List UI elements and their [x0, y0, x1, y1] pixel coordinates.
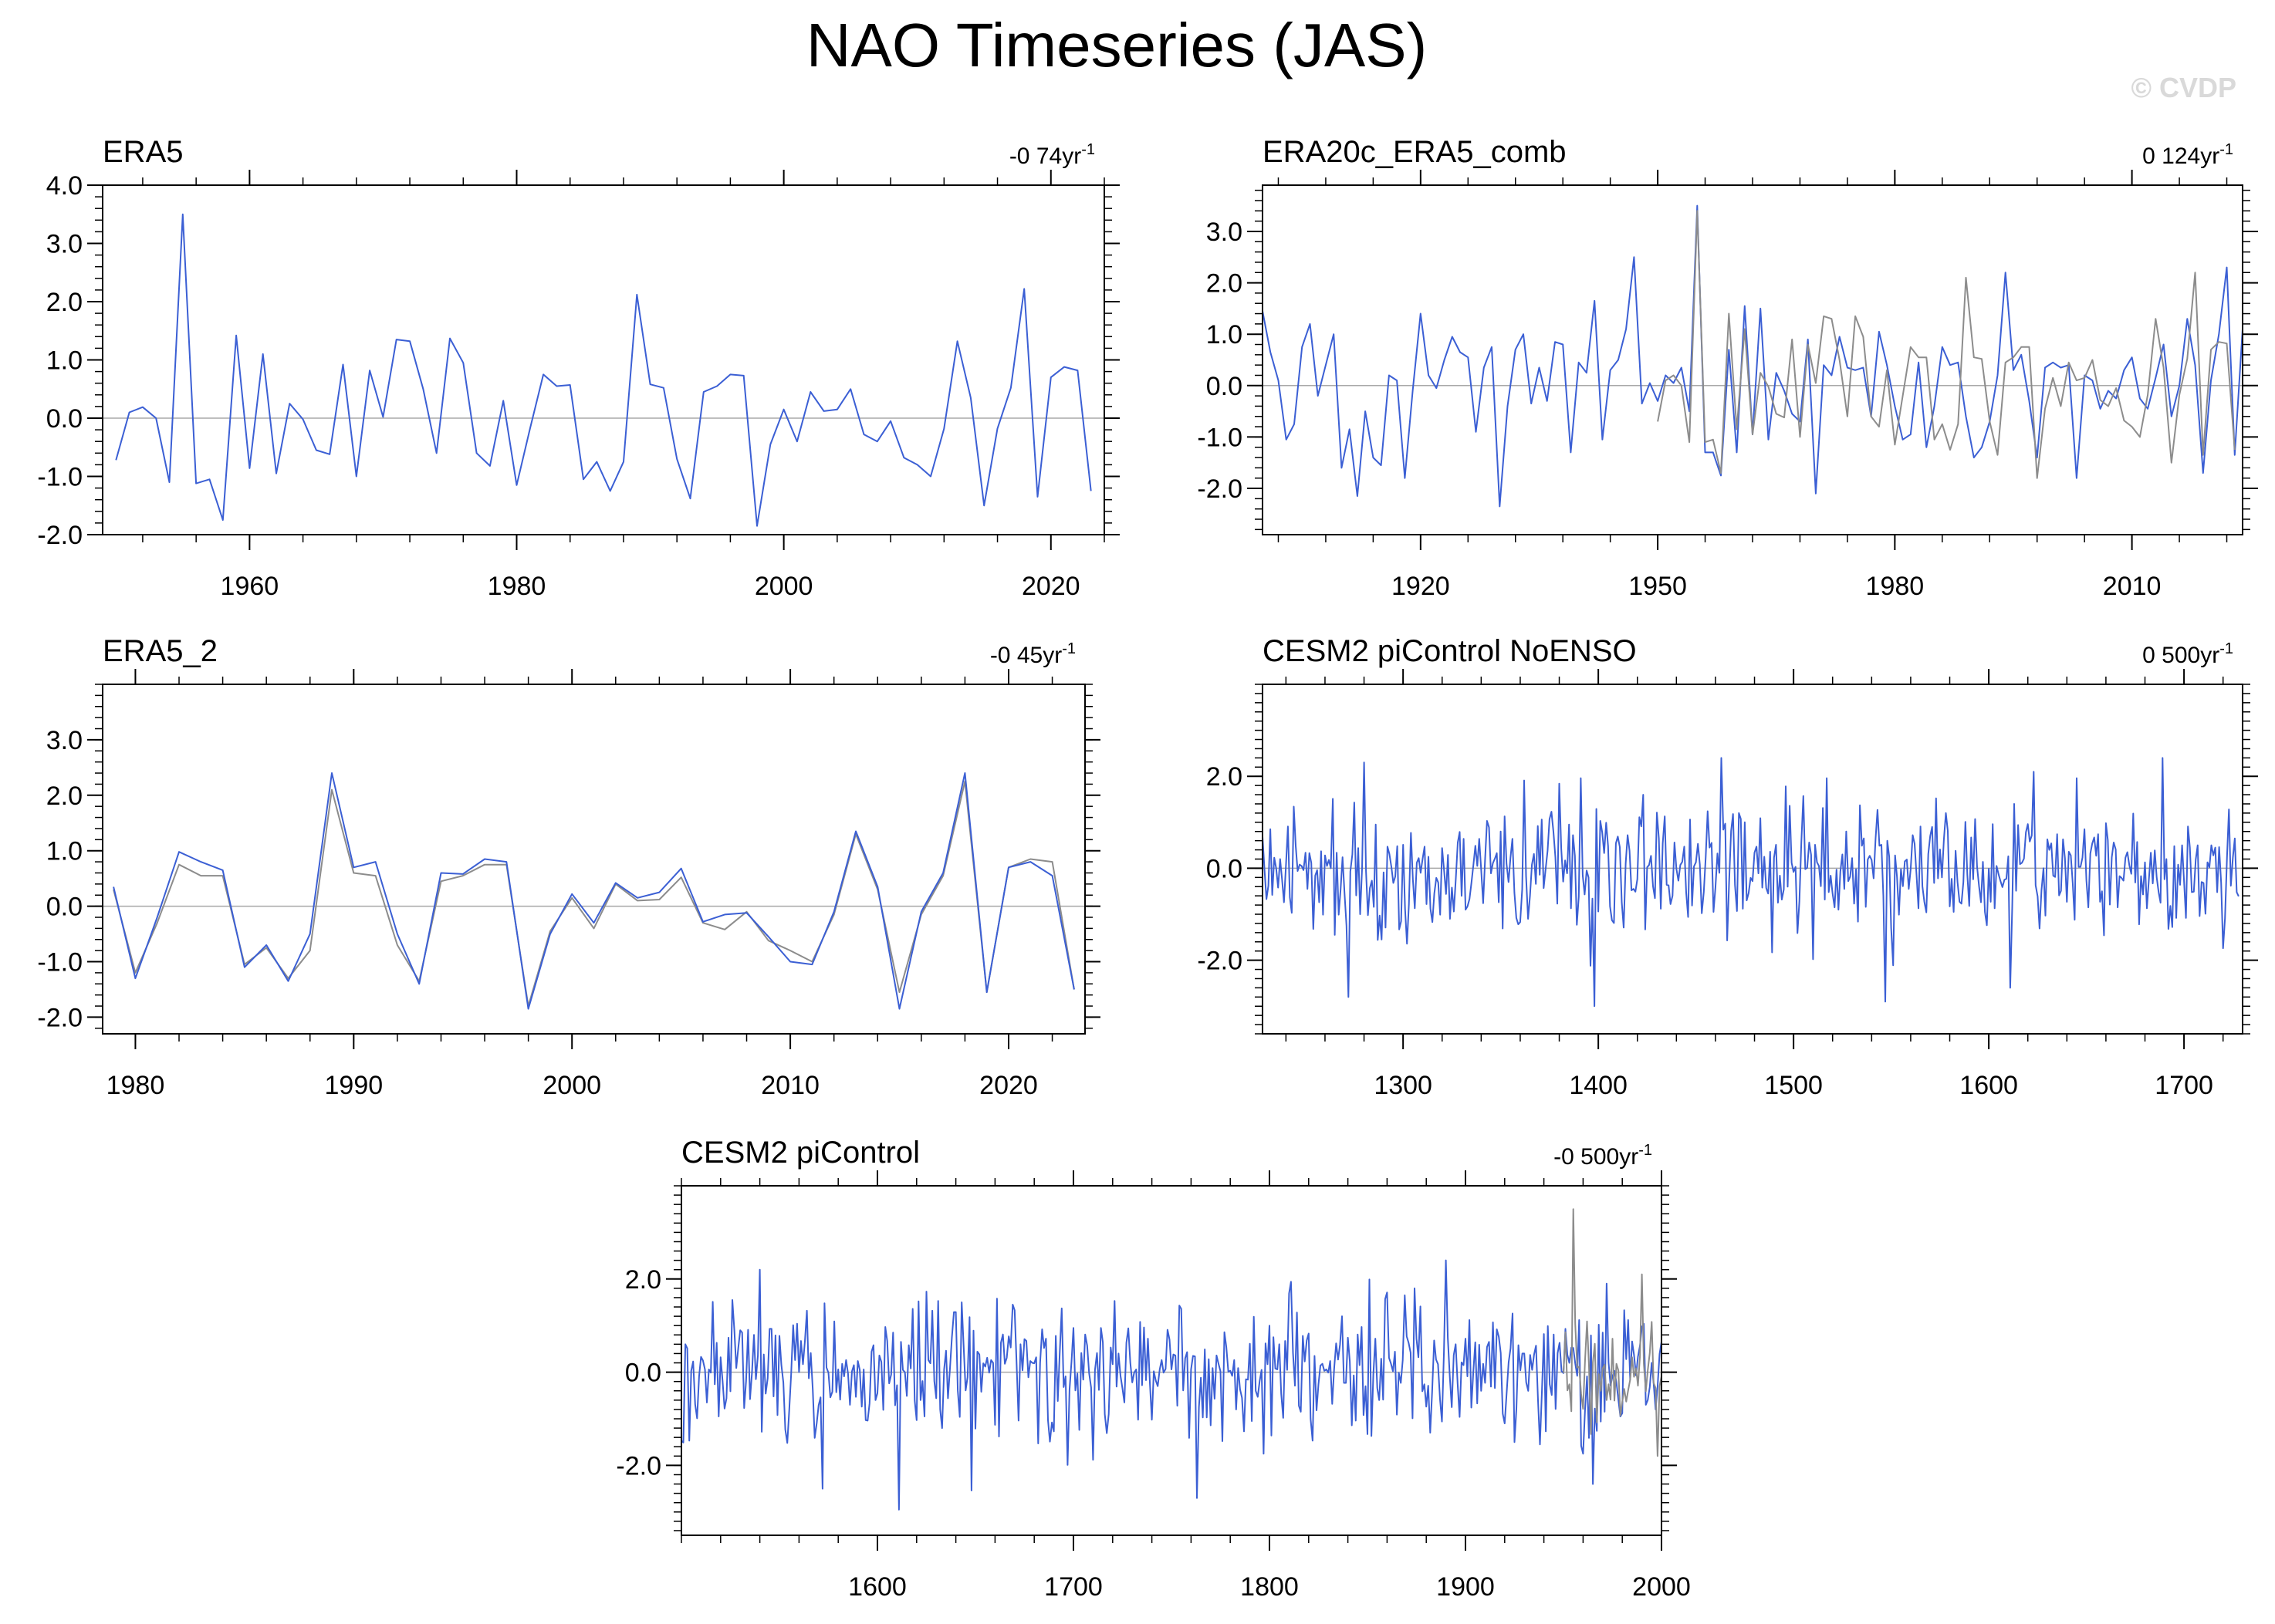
y-tick-label: 2.0	[46, 288, 83, 317]
x-tick-label: 1960	[221, 572, 279, 601]
series-line-main	[681, 1259, 1662, 1511]
y-tick-label: 3.0	[46, 230, 83, 259]
x-tick-label: 1950	[1628, 572, 1687, 601]
x-tick-label: 1700	[2155, 1071, 2213, 1100]
y-tick-label: 0.0	[46, 404, 83, 434]
y-tick-label: -2.0	[37, 1003, 83, 1032]
series-line-comparison	[113, 780, 1075, 1007]
x-tick-label: 2000	[1632, 1572, 1691, 1602]
y-tick-label: 3.0	[1206, 218, 1242, 247]
y-tick-label: 0.0	[625, 1359, 661, 1388]
y-tick-label: 0.0	[46, 893, 83, 922]
y-tick-label: 1.0	[1206, 320, 1242, 349]
trend-label: -0 500yr-1	[1553, 1142, 1652, 1170]
trend-exponent: -1	[1081, 141, 1095, 158]
figure-title: NAO Timeseries (JAS)	[806, 11, 1428, 79]
panel-era5_2: ERA5_2 -0 45yr-1 3.0 2.0 1.0 0.0 -1.0 -2.0 1980 1…	[37, 634, 1100, 1100]
plot-frame	[1262, 184, 2243, 535]
x-tick-label: 1980	[106, 1071, 165, 1100]
y-tick-label: 3.0	[46, 726, 83, 755]
x-tick-label: 1900	[1436, 1572, 1495, 1602]
x-tick-label: 2000	[543, 1071, 601, 1100]
plot-frame	[102, 684, 1086, 1035]
trend-label: -0 74yr-1	[1009, 141, 1095, 169]
y-tick-label: -1.0	[37, 463, 83, 492]
x-tick-label: 1600	[848, 1572, 907, 1602]
trend-value: -0 74	[1009, 143, 1062, 169]
trend-label: 0 124yr-1	[2142, 141, 2233, 169]
x-tick-label: 1400	[1569, 1071, 1628, 1100]
trend-label: -0 45yr-1	[990, 640, 1076, 668]
x-tick-label: 1600	[1959, 1071, 2018, 1100]
x-tick-label: 1500	[1764, 1071, 1823, 1100]
trend-units: yr	[1043, 643, 1062, 668]
series-line-main	[115, 213, 1092, 527]
trend-exponent: -1	[2219, 141, 2233, 158]
panel-cesm2_noenso: CESM2 piControl NoENSO 0 500yr-1 2.0 0.0 -2.…	[1197, 634, 2258, 1100]
trend-exponent: -1	[1638, 1142, 1652, 1159]
y-tick-label: 2.0	[46, 782, 83, 811]
panel-title: ERA5_2	[103, 634, 218, 668]
y-tick-label: 2.0	[1206, 269, 1242, 299]
trend-exponent: -1	[2219, 640, 2233, 657]
x-tick-label: 1980	[488, 572, 546, 601]
panel-era5: ERA5 -0 74yr-1 4.0 3.0 2.0 1.0 0.0 -1.0 -2.0 1960…	[37, 135, 1120, 601]
x-tick-label: 1700	[1044, 1572, 1103, 1602]
y-tick-label: 0.0	[1206, 372, 1242, 401]
x-tick-label: 1300	[1374, 1071, 1432, 1100]
y-tick-label: -1.0	[1197, 423, 1242, 452]
trend-value: 0 500	[2142, 643, 2200, 668]
series-line-main	[1262, 757, 2240, 1008]
y-tick-label: 2.0	[1206, 762, 1242, 792]
trend-label: 0 500yr-1	[2142, 640, 2233, 668]
y-tick-label: 4.0	[46, 171, 83, 201]
trend-value: 0 124	[2142, 143, 2200, 169]
x-tick-label: 2010	[2103, 572, 2162, 601]
trend-units: yr	[1619, 1144, 1638, 1170]
panel-era20c: ERA20c_ERA5_comb 0 124yr-1 3.0 2.0 1.0 0.0 -1.…	[1197, 135, 2258, 601]
series-line-main	[113, 772, 1075, 1010]
panel-title: CESM2 piControl NoENSO	[1263, 634, 1637, 668]
panel-title: ERA20c_ERA5_comb	[1263, 135, 1567, 169]
x-tick-label: 2010	[761, 1071, 820, 1100]
trend-units: yr	[1062, 143, 1081, 169]
y-tick-label: -2.0	[616, 1451, 661, 1481]
panel-title: CESM2 piControl	[681, 1136, 920, 1170]
panel-title: ERA5	[103, 135, 184, 169]
x-tick-label: 1800	[1240, 1572, 1299, 1602]
x-tick-label: 2020	[979, 1071, 1038, 1100]
y-tick-label: 2.0	[625, 1265, 661, 1295]
y-tick-label: 1.0	[46, 837, 83, 866]
plot-frame	[681, 1185, 1662, 1536]
panel-cesm2_picontrol: CESM2 piControl -0 500yr-1 2.0 0.0 -2.0 1600 1…	[616, 1136, 1690, 1602]
x-tick-label: 1980	[1866, 572, 1925, 601]
series-line-main	[1262, 204, 2243, 508]
trend-exponent: -1	[1062, 640, 1076, 657]
trend-units: yr	[2200, 643, 2219, 668]
series-line-comparison	[1657, 210, 2236, 479]
series-line-comparison	[1563, 1208, 1662, 1457]
trend-value: -0 45	[990, 643, 1043, 668]
y-tick-label: -2.0	[37, 521, 83, 550]
trend-units: yr	[2200, 143, 2219, 169]
y-tick-label: -2.0	[1197, 474, 1242, 504]
cvdp-watermark: © CVDP	[2131, 72, 2236, 103]
y-tick-label: -1.0	[37, 948, 83, 977]
x-tick-label: 1990	[325, 1071, 384, 1100]
y-tick-label: 0.0	[1206, 854, 1242, 883]
x-tick-label: 1920	[1391, 572, 1450, 601]
y-tick-label: 1.0	[46, 346, 83, 376]
x-tick-label: 2000	[755, 572, 813, 601]
y-tick-label: -2.0	[1197, 947, 1242, 976]
trend-value: -0 500	[1553, 1144, 1619, 1170]
x-tick-label: 2020	[1022, 572, 1080, 601]
